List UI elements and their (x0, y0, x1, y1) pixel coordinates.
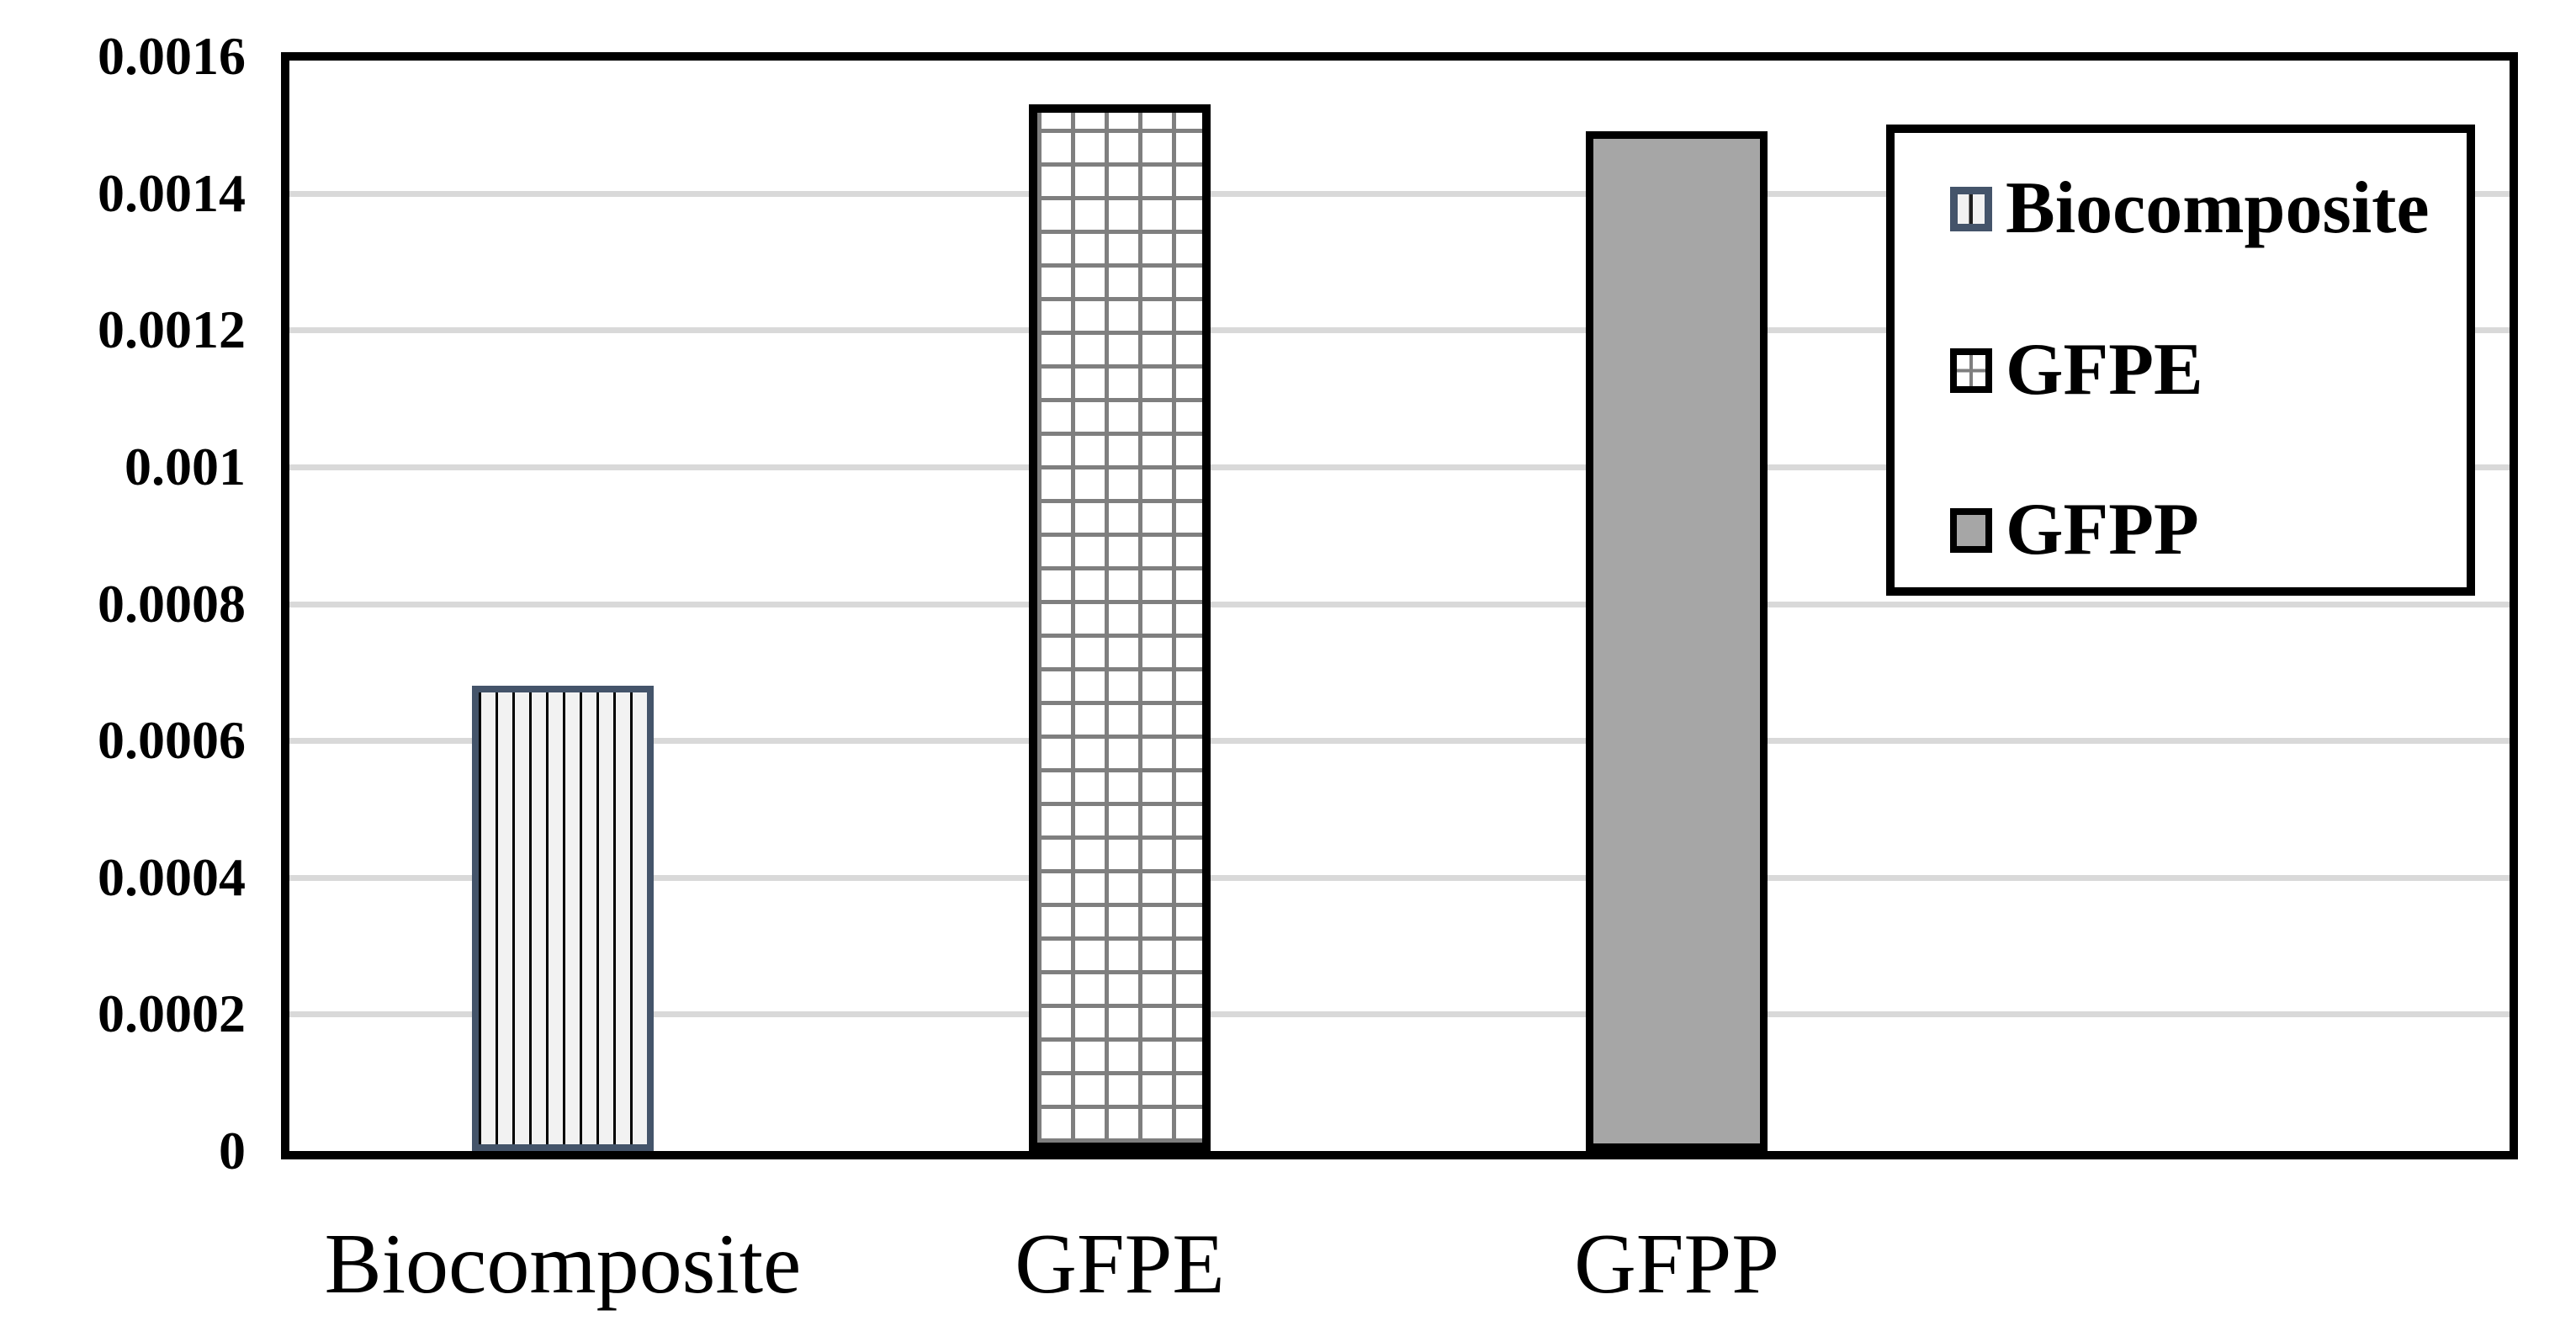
legend-label: GFPE (2006, 329, 2203, 411)
gridline (289, 464, 2510, 470)
y-axis-tick-label: 0.0004 (98, 847, 246, 907)
plot-area-border (281, 52, 2518, 1159)
bar-gfpp (1586, 131, 1768, 1151)
x-axis-category-label: GFPE (1015, 1217, 1225, 1312)
bar-biocomposite (472, 686, 654, 1151)
gridline (289, 1011, 2510, 1017)
gridline (289, 327, 2510, 333)
y-axis-tick-label: 0.0002 (98, 984, 246, 1043)
y-axis-tick-label: 0.0006 (98, 710, 246, 770)
x-axis-category-label: GFPP (1574, 1217, 1779, 1312)
x-axis-category-label: Biocomposite (324, 1217, 802, 1312)
gridline (289, 602, 2510, 607)
y-axis-tick-label: 0.0016 (98, 26, 246, 86)
legend-swatch-biocomposite-icon (1950, 187, 1992, 231)
legend-label: Biocomposite (2006, 167, 2430, 249)
gridline (289, 875, 2510, 881)
legend-swatch-gfpp-icon (1950, 508, 1992, 553)
gridline (289, 191, 2510, 197)
legend-label: GFPP (2006, 489, 2199, 570)
bar-gfpe (1029, 104, 1211, 1151)
gridline (289, 738, 2510, 744)
y-axis-tick-label: 0.001 (125, 437, 246, 496)
y-axis-tick-label: 0.0012 (98, 300, 246, 359)
legend-swatch-gfpe-icon (1950, 348, 1992, 393)
y-axis-tick-label: 0 (219, 1121, 246, 1180)
y-axis-tick-label: 0.0014 (98, 163, 246, 223)
y-axis-tick-label: 0.0008 (98, 574, 246, 634)
